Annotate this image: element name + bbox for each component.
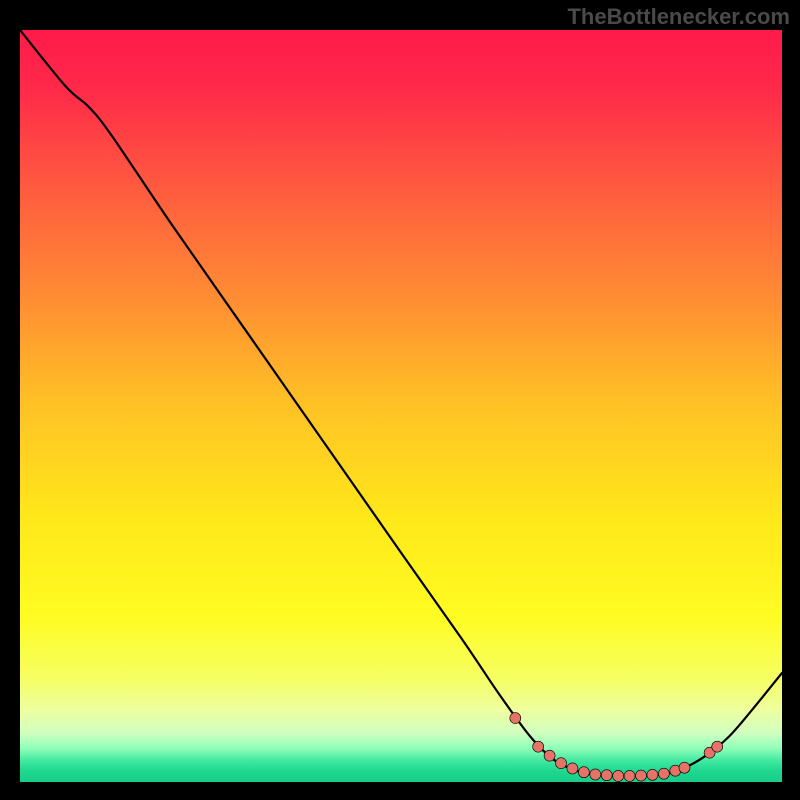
data-marker <box>556 758 567 769</box>
data-marker <box>647 769 658 780</box>
bottleneck-chart <box>20 30 782 782</box>
data-marker <box>544 750 555 761</box>
data-marker <box>658 768 669 779</box>
chart-background <box>20 30 782 782</box>
data-marker <box>533 741 544 752</box>
data-marker <box>624 770 635 781</box>
data-marker <box>601 770 612 781</box>
data-marker <box>567 763 578 774</box>
data-marker <box>510 713 521 724</box>
data-marker <box>590 769 601 780</box>
data-marker <box>613 770 624 781</box>
data-marker <box>636 770 647 781</box>
chart-svg <box>20 30 782 782</box>
data-marker <box>712 741 723 752</box>
data-marker <box>679 762 690 773</box>
watermark-text: TheBottlenecker.com <box>567 4 790 30</box>
data-marker <box>578 767 589 778</box>
